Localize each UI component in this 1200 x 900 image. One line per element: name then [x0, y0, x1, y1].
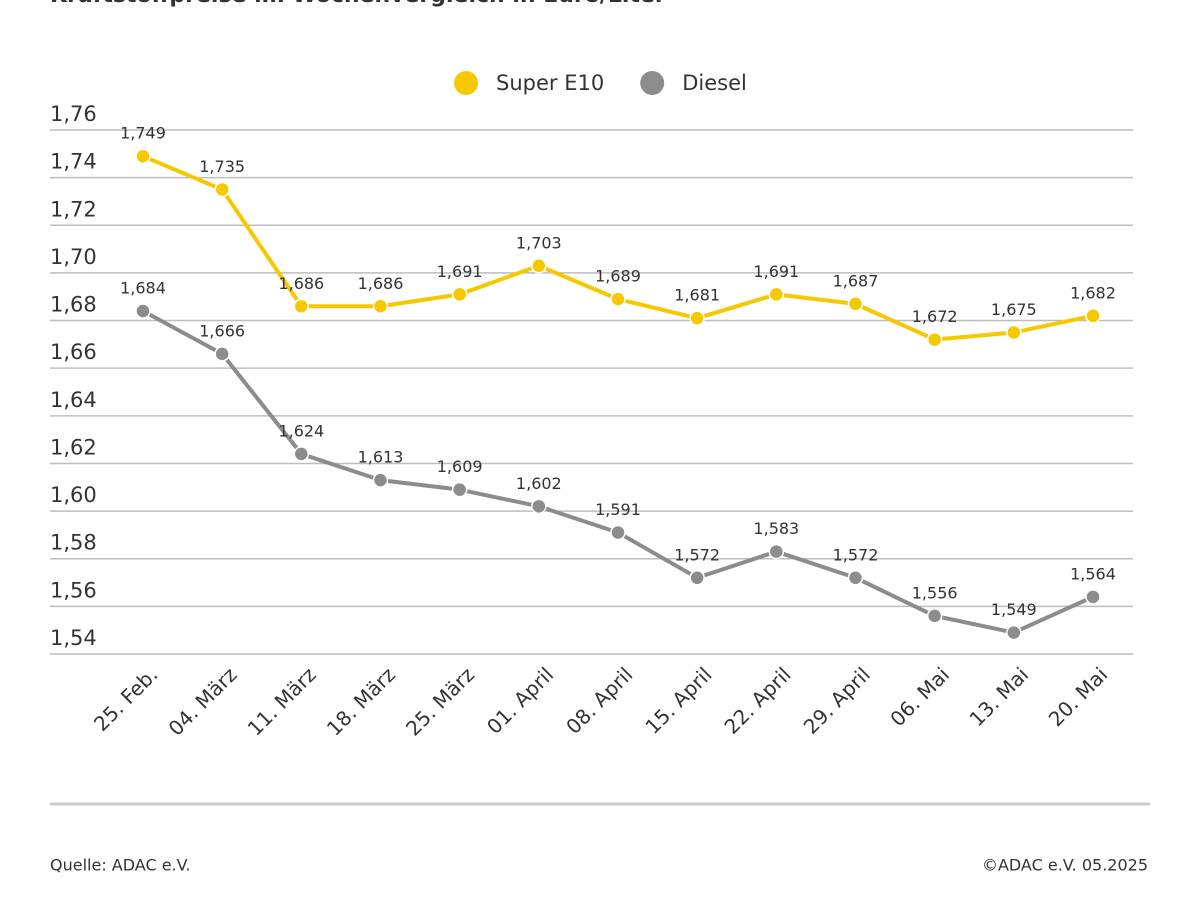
- data-point: [689, 310, 705, 326]
- data-point: [135, 148, 151, 164]
- data-label: 1,682: [1070, 283, 1116, 302]
- y-tick-label: 1,70: [50, 245, 97, 269]
- y-tick-label: 1,76: [50, 102, 97, 126]
- data-label: 1,675: [991, 300, 1037, 319]
- y-tick-label: 1,68: [50, 293, 97, 317]
- x-tick-label: 06. Mai: [885, 662, 954, 731]
- chart-title: Kraftstoffpreise im Wochenvergleich in E…: [50, 0, 666, 8]
- data-label: 1,689: [595, 267, 641, 286]
- data-point: [451, 286, 468, 303]
- x-tick-label: 25. März: [401, 662, 479, 740]
- data-label: 1,564: [1070, 564, 1116, 583]
- data-point: [847, 570, 864, 586]
- x-tick-label: 20. Mai: [1044, 662, 1113, 731]
- data-label: 1,681: [674, 286, 720, 305]
- y-tick-label: 1,58: [50, 531, 97, 555]
- data-point: [926, 331, 943, 348]
- y-tick-label: 1,66: [50, 340, 97, 364]
- y-tick-label: 1,60: [50, 483, 97, 507]
- data-label: 1,691: [753, 262, 799, 281]
- data-label: 1,549: [991, 600, 1037, 619]
- x-tick-label: 08. April: [561, 662, 637, 738]
- x-tick-label: 29. April: [799, 662, 875, 738]
- y-tick-label: 1,54: [50, 626, 97, 650]
- data-label: 1,735: [199, 157, 245, 176]
- source: Quelle: ADAC e.V.: [50, 856, 191, 875]
- data-point: [372, 298, 389, 315]
- x-tick-label: 13. Mai: [965, 662, 1034, 731]
- data-label: 1,687: [833, 271, 879, 290]
- data-label: 1,672: [912, 307, 958, 326]
- data-point: [531, 258, 547, 274]
- data-label: 1,572: [674, 545, 720, 564]
- x-tick-label: 04. März: [164, 662, 242, 740]
- data-point: [214, 346, 230, 362]
- data-point: [610, 291, 626, 307]
- data-label: 1,749: [120, 124, 166, 143]
- data-point: [768, 286, 785, 303]
- x-tick-label: 25. Feb.: [89, 662, 162, 735]
- data-point: [531, 498, 547, 515]
- data-label: 1,686: [278, 274, 324, 293]
- data-point: [1085, 589, 1101, 605]
- data-point: [135, 303, 151, 319]
- data-label: 1,613: [358, 448, 404, 467]
- data-label: 1,602: [516, 474, 562, 493]
- x-tick-label: 18. März: [322, 662, 400, 740]
- data-point: [847, 296, 864, 312]
- data-label: 1,703: [516, 233, 562, 252]
- y-tick-label: 1,72: [50, 197, 97, 221]
- data-point: [293, 446, 310, 462]
- legend-marker: [640, 71, 665, 95]
- y-tick-label: 1,56: [50, 578, 97, 602]
- data-point: [689, 570, 705, 586]
- data-point: [1085, 308, 1101, 324]
- x-tick-label: 22. April: [719, 662, 795, 738]
- data-point: [1006, 324, 1022, 341]
- x-tick-label: 01. April: [482, 662, 558, 738]
- y-tick-label: 1,74: [50, 150, 97, 174]
- x-tick-label: 11. März: [243, 662, 321, 740]
- data-label: 1,609: [437, 457, 483, 476]
- data-label: 1,686: [358, 274, 404, 293]
- data-point: [610, 524, 626, 541]
- data-label: 1,666: [199, 321, 245, 340]
- legend-label: Super E10: [496, 71, 604, 95]
- data-point: [451, 481, 468, 498]
- data-label: 1,572: [833, 545, 879, 564]
- data-point: [372, 472, 389, 488]
- data-point: [926, 608, 943, 624]
- data-point: [768, 543, 785, 560]
- data-label: 1,691: [437, 262, 483, 281]
- legend-label: Diesel: [682, 71, 747, 95]
- data-label: 1,591: [595, 500, 641, 519]
- data-point: [1006, 624, 1022, 641]
- x-tick-label: 15. April: [640, 662, 716, 738]
- data-point: [214, 181, 230, 198]
- data-label: 1,684: [120, 279, 166, 298]
- copyright: ©ADAC e.V. 05.2025: [982, 856, 1148, 875]
- data-label: 1,556: [912, 583, 958, 602]
- legend-marker: [454, 71, 478, 95]
- y-tick-label: 1,62: [50, 435, 97, 459]
- data-label: 1,583: [753, 519, 799, 538]
- data-label: 1,624: [278, 421, 324, 440]
- y-tick-label: 1,64: [50, 388, 97, 412]
- data-point: [293, 298, 310, 315]
